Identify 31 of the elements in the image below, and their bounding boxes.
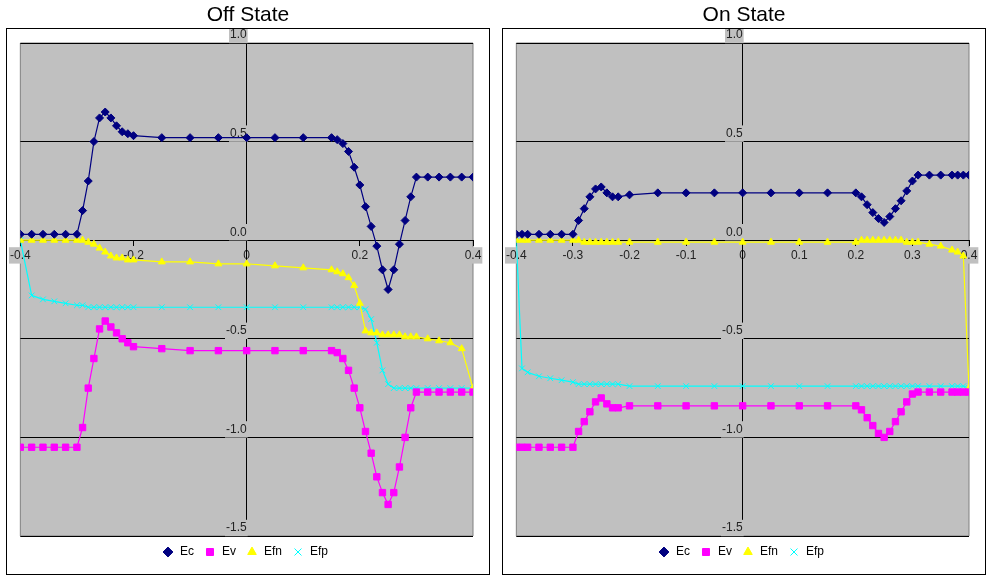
y-tick-label: 1.0	[725, 27, 743, 42]
x-tick-label: 0.2	[351, 247, 369, 262]
x-tick-label: -0.3	[562, 247, 584, 262]
x-tick-label: -0.2	[619, 247, 641, 262]
y-tick-label: 0.0	[725, 224, 743, 239]
legend-label: Ec	[179, 544, 194, 559]
x-tick-label: 0.2	[847, 247, 865, 262]
y-tick-label: 0.5	[725, 125, 743, 140]
legend-label: Ec	[675, 544, 690, 559]
chart-title: Off State	[205, 1, 291, 27]
x-tick-label: 0.3	[904, 247, 922, 262]
y-tick-label: 0.0	[229, 224, 247, 239]
legend-label: Efn	[759, 544, 779, 559]
y-tick-label: -1.0	[225, 421, 247, 436]
y-tick-label: -1.0	[721, 421, 743, 436]
y-tick-label: 0.5	[229, 125, 247, 140]
x-tick-label: -0.2	[123, 247, 145, 262]
y-tick-label: -1.5	[225, 520, 247, 535]
legend-label: Efn	[263, 544, 283, 559]
x-tick-label: 0.4	[464, 247, 482, 262]
legend-label: Efp	[310, 544, 329, 559]
legend-label: Ev	[717, 544, 732, 559]
legend-label: Efp	[806, 544, 825, 559]
y-tick-label: 1.0	[229, 27, 247, 42]
chart-title: On State	[701, 1, 787, 27]
y-tick-label: -0.5	[225, 323, 247, 338]
legend-label: Ev	[221, 544, 236, 559]
y-tick-label: -0.5	[721, 323, 743, 338]
y-tick-label: -1.5	[721, 520, 743, 535]
x-tick-label: 0.1	[790, 247, 808, 262]
x-tick-label: -0.1	[675, 247, 697, 262]
